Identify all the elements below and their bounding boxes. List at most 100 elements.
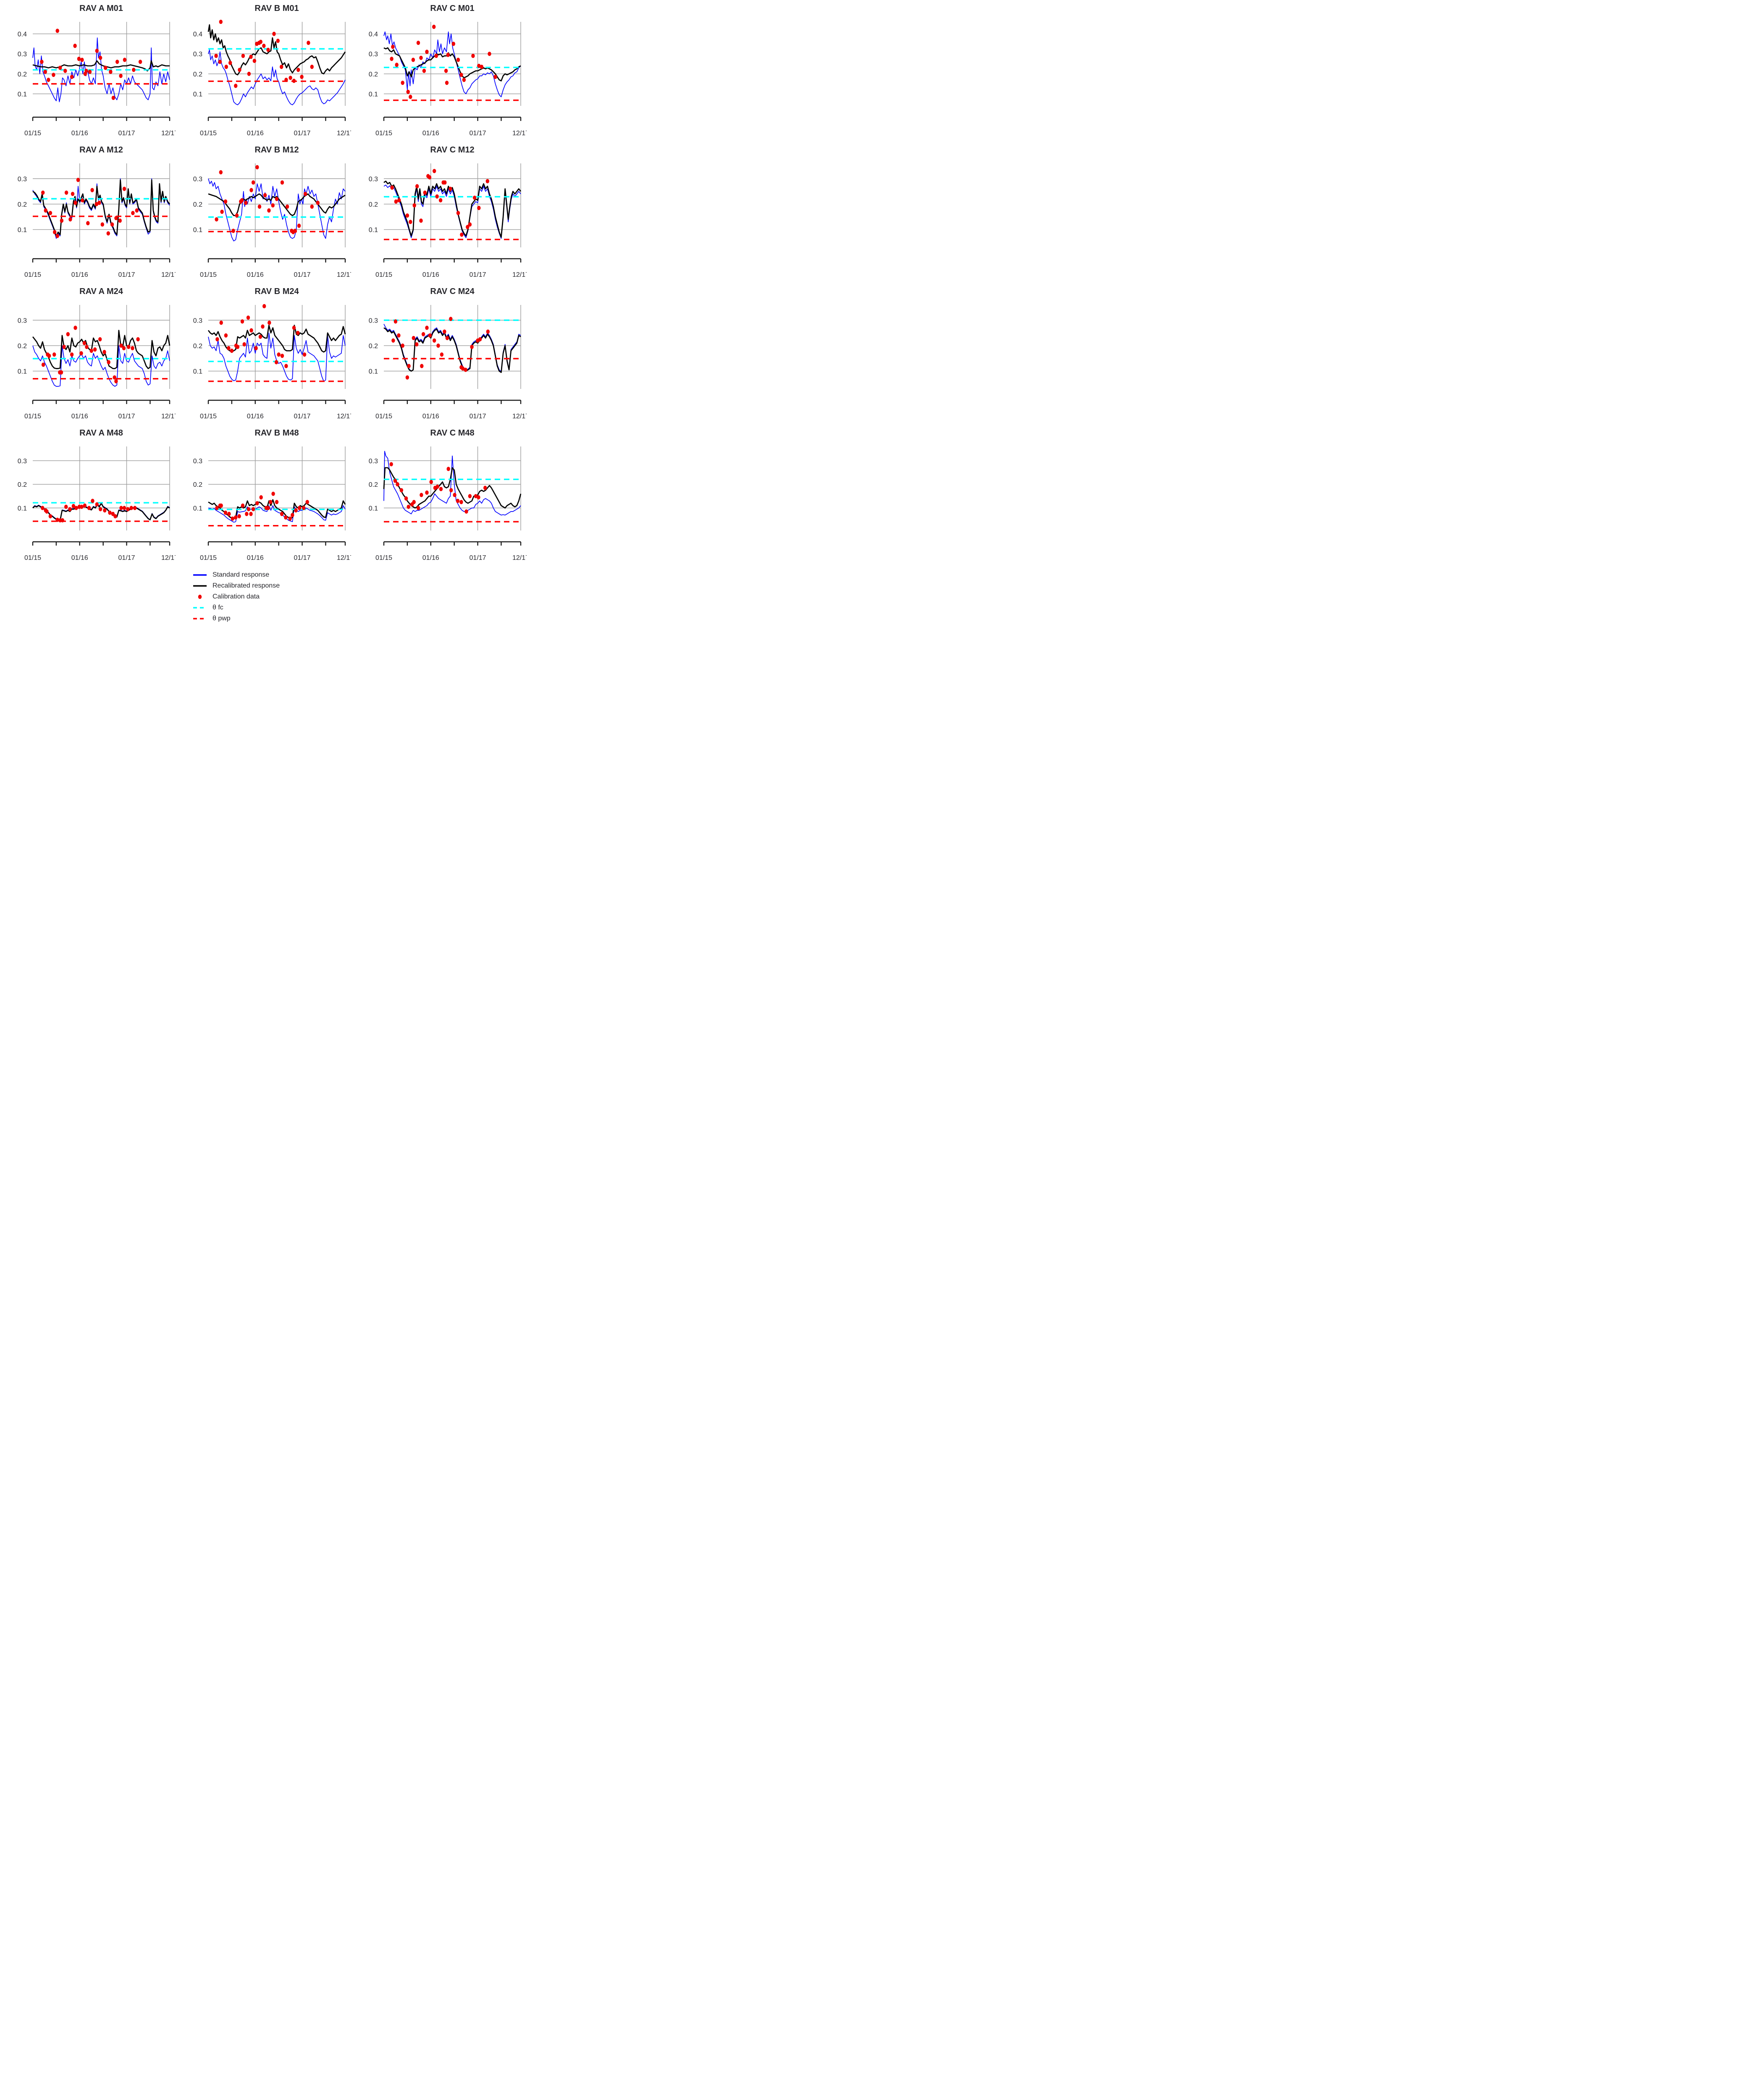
- panel-title: RAV A M24: [79, 287, 123, 296]
- svg-text:12/17: 12/17: [337, 130, 351, 137]
- y-axis-labels: 0.1 0.2 0.3 0.4: [18, 31, 27, 98]
- calibration-points: [389, 462, 487, 514]
- svg-text:0.1: 0.1: [193, 227, 202, 234]
- panel-rav-b-m01: RAV B M01 0.1 0.2 0.3 0.4 01/15 01/16 01/17 12/1…: [176, 0, 354, 142]
- y-axis-labels: 0.1 0.2 0.3: [193, 317, 202, 375]
- standard-response-line: [208, 49, 346, 105]
- svg-text:01/16: 01/16: [71, 413, 88, 420]
- svg-text:01/17: 01/17: [470, 413, 486, 420]
- y-axis-labels: 0.1 0.2 0.3: [193, 458, 202, 512]
- gridlines: [33, 446, 170, 530]
- svg-text:12/17: 12/17: [512, 554, 527, 562]
- svg-text:01/16: 01/16: [247, 130, 264, 137]
- legend: Standard response Recalibrated response Ca…: [192, 570, 527, 623]
- svg-text:01/16: 01/16: [247, 413, 264, 420]
- svg-text:0.2: 0.2: [193, 481, 202, 488]
- panel-chart-rav-c-m48: RAV C M48 0.1 0.2 0.3 01/15 01/16 01/17 12/17: [369, 428, 529, 562]
- panel-chart-rav-a-m48: RAV A M48 0.1 0.2 0.3 01/15 01/16 01/17 12/17: [18, 428, 178, 562]
- calibration-points: [390, 24, 497, 99]
- svg-text:0.2: 0.2: [18, 343, 27, 350]
- calibration-points: [390, 169, 489, 237]
- svg-text:0.3: 0.3: [18, 176, 27, 183]
- svg-text:01/16: 01/16: [422, 130, 439, 137]
- x-axis: [207, 258, 346, 262]
- panel-chart-rav-c-m24: RAV C M24 0.1 0.2 0.3 01/15 01/16 01/17 12/17: [369, 287, 529, 420]
- svg-text:0.1: 0.1: [369, 227, 378, 234]
- legend-line-swatch: [193, 574, 207, 576]
- svg-text:0.2: 0.2: [18, 481, 27, 488]
- panel-title: RAV B M01: [254, 4, 299, 13]
- panel-rav-a-m12: RAV A M12 0.1 0.2 0.3 01/15 01/16 01/17 12/17: [0, 142, 178, 283]
- svg-text:01/17: 01/17: [294, 130, 311, 137]
- svg-text:12/17: 12/17: [161, 413, 176, 420]
- recalibrated-response-line: [208, 193, 346, 216]
- panel-chart-rav-c-m12: RAV C M12 0.1 0.2 0.3 01/15 01/16 01/17 12/17: [369, 145, 529, 278]
- legend-item-3: Calibration data: [192, 592, 527, 601]
- x-axis: [32, 399, 171, 404]
- gridlines: [33, 163, 170, 247]
- svg-text:0.3: 0.3: [369, 176, 378, 183]
- legend-item-4: θ fc: [192, 603, 527, 612]
- panel-rav-c-m24: RAV C M24 0.1 0.2 0.3 01/15 01/16 01/17 12/17: [351, 283, 529, 425]
- svg-text:0.3: 0.3: [193, 458, 202, 465]
- svg-text:12/17: 12/17: [161, 271, 176, 278]
- legend-dashed-line-swatch: [193, 618, 207, 620]
- svg-text:01/16: 01/16: [422, 413, 439, 420]
- standard-response-line: [208, 332, 346, 382]
- x-axis-labels: 01/15 01/16 01/17 12/17: [200, 130, 354, 137]
- svg-text:0.3: 0.3: [369, 51, 378, 58]
- standard-response-line: [208, 505, 346, 523]
- x-axis-labels: 01/15 01/16 01/17 12/17: [24, 271, 178, 278]
- calibration-points: [41, 326, 140, 383]
- calibration-points: [215, 491, 309, 521]
- svg-text:01/16: 01/16: [247, 271, 264, 278]
- x-axis-labels: 01/15 01/16 01/17 12/17: [24, 413, 178, 420]
- y-axis-labels: 0.1 0.2 0.3: [18, 317, 27, 375]
- recalibrated-response-line: [383, 467, 522, 509]
- y-axis-labels: 0.1 0.2 0.3: [369, 176, 378, 234]
- svg-text:0.1: 0.1: [193, 505, 202, 512]
- y-axis-labels: 0.1 0.2 0.3: [369, 317, 378, 375]
- gridlines: [33, 305, 170, 389]
- svg-text:01/15: 01/15: [24, 413, 41, 420]
- calibration-points: [214, 19, 314, 88]
- calibration-points: [391, 317, 490, 380]
- calibration-points: [41, 499, 137, 522]
- svg-text:0.1: 0.1: [18, 91, 27, 98]
- standard-response-line: [383, 31, 521, 97]
- svg-text:01/17: 01/17: [294, 271, 311, 278]
- x-axis-labels: 01/15 01/16 01/17 12/17: [200, 413, 354, 420]
- svg-text:01/15: 01/15: [375, 271, 392, 278]
- x-axis-labels: 01/15 01/16 01/17 12/17: [375, 554, 529, 562]
- legend-label: θ pwp: [212, 615, 231, 622]
- standard-response-line: [208, 178, 346, 242]
- svg-text:0.2: 0.2: [369, 201, 378, 208]
- svg-text:01/16: 01/16: [71, 271, 88, 278]
- panel-title: RAV C M24: [430, 287, 475, 296]
- calibration-points: [41, 178, 139, 238]
- panel-rav-c-m12: RAV C M12 0.1 0.2 0.3 01/15 01/16 01/17 12/17: [351, 142, 529, 283]
- calibration-points: [215, 165, 320, 234]
- panel-rav-b-m48: RAV B M48 0.1 0.2 0.3 01/15 01/16 01/17 12/17: [176, 425, 354, 566]
- svg-text:01/15: 01/15: [375, 554, 392, 562]
- svg-text:01/16: 01/16: [71, 130, 88, 137]
- legend-item-1: Standard response: [192, 570, 527, 580]
- svg-text:0.1: 0.1: [193, 91, 202, 98]
- y-axis-labels: 0.1 0.2 0.3 0.4: [369, 31, 378, 98]
- panel-grid: RAV A M01 0.1 0.2 0.3 0.4 01/15 01/16 01/17 12/1…: [0, 0, 529, 566]
- svg-text:01/17: 01/17: [118, 271, 135, 278]
- x-axis: [32, 116, 171, 121]
- panel-rav-c-m48: RAV C M48 0.1 0.2 0.3 01/15 01/16 01/17 12/17: [351, 425, 529, 566]
- svg-text:01/15: 01/15: [200, 413, 217, 420]
- svg-text:12/17: 12/17: [161, 130, 176, 137]
- svg-text:12/17: 12/17: [337, 554, 351, 562]
- svg-text:01/15: 01/15: [24, 271, 41, 278]
- legend-dot-swatch: [198, 594, 202, 599]
- panel-rav-a-m48: RAV A M48 0.1 0.2 0.3 01/15 01/16 01/17 12/17: [0, 425, 178, 566]
- svg-text:0.2: 0.2: [369, 481, 378, 488]
- x-axis-labels: 01/15 01/16 01/17 12/17: [375, 130, 529, 137]
- svg-text:12/17: 12/17: [512, 271, 527, 278]
- x-axis: [383, 541, 522, 546]
- svg-text:12/17: 12/17: [512, 130, 527, 137]
- svg-text:01/17: 01/17: [294, 554, 311, 562]
